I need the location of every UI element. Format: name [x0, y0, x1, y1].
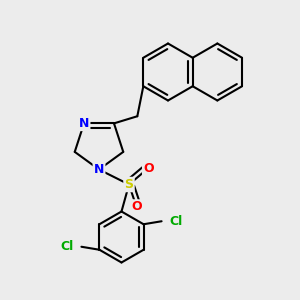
Text: O: O — [131, 200, 142, 214]
Text: O: O — [143, 161, 154, 175]
Text: Cl: Cl — [169, 215, 182, 228]
Text: N: N — [79, 117, 89, 130]
Text: N: N — [94, 163, 104, 176]
Text: S: S — [124, 178, 134, 191]
Text: Cl: Cl — [61, 240, 74, 253]
